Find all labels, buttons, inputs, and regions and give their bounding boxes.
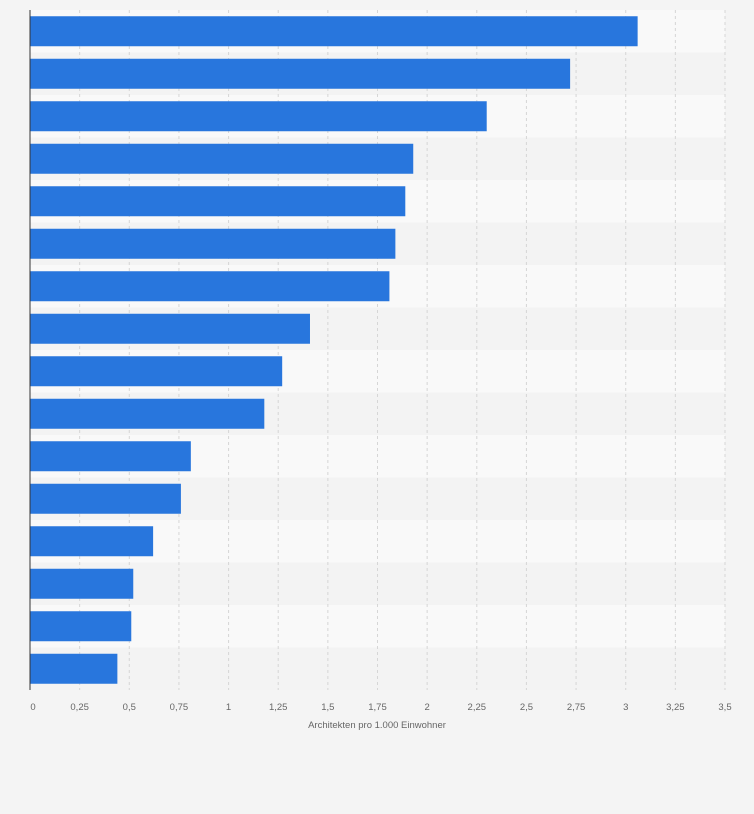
bar[interactable] bbox=[30, 526, 154, 557]
x-tick-label: 0 bbox=[30, 702, 35, 713]
x-tick-label: 1,5 bbox=[321, 702, 334, 713]
x-tick-label: 0,75 bbox=[170, 702, 189, 713]
bar[interactable] bbox=[30, 271, 390, 302]
bar[interactable] bbox=[30, 58, 571, 89]
x-tick-label: 1,75 bbox=[368, 702, 387, 713]
x-tick-labels: 0 0,25 0,5 0,75 1 1,25 1,5 1,75 2 2,25 2,5 2,75 3 3,2… bbox=[30, 702, 731, 713]
bar[interactable] bbox=[30, 143, 414, 174]
x-tick-label: 0,5 bbox=[123, 702, 136, 713]
bar[interactable] bbox=[30, 568, 134, 599]
x-tick-label: 0,25 bbox=[70, 702, 89, 713]
x-tick-label: 3,5 bbox=[718, 702, 731, 713]
x-tick-label: 2,25 bbox=[468, 702, 487, 713]
x-tick-label: 1 bbox=[226, 702, 231, 713]
bar[interactable] bbox=[30, 101, 487, 132]
bar[interactable] bbox=[30, 441, 191, 472]
x-tick-label: 2,5 bbox=[520, 702, 533, 713]
x-tick-label: 2 bbox=[424, 702, 429, 713]
bar[interactable] bbox=[30, 16, 638, 47]
bar[interactable] bbox=[30, 653, 118, 684]
x-tick-label: 3,25 bbox=[666, 702, 685, 713]
x-tick-label: 1,25 bbox=[269, 702, 288, 713]
bar[interactable] bbox=[30, 611, 132, 642]
bar[interactable] bbox=[30, 186, 406, 217]
x-tick-label: 3 bbox=[623, 702, 628, 713]
bar[interactable] bbox=[30, 356, 283, 387]
bar[interactable] bbox=[30, 313, 310, 344]
bar[interactable] bbox=[30, 228, 396, 259]
bar[interactable] bbox=[30, 398, 265, 429]
x-axis-label: Architekten pro 1.000 Einwohner bbox=[308, 720, 446, 731]
x-tick-label: 2,75 bbox=[567, 702, 586, 713]
bar[interactable] bbox=[30, 483, 181, 514]
bars bbox=[30, 16, 638, 684]
